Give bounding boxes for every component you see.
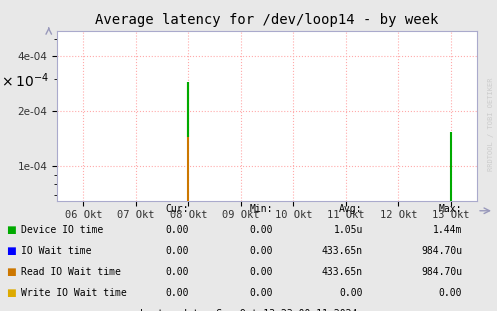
Text: RRDTOOL / TOBI OETIKER: RRDTOOL / TOBI OETIKER (488, 78, 494, 171)
Text: 0.00: 0.00 (250, 288, 273, 298)
Text: ■: ■ (6, 225, 16, 235)
Text: 0.00: 0.00 (166, 288, 189, 298)
Text: ■: ■ (6, 288, 16, 298)
Text: ■: ■ (6, 246, 16, 256)
Text: 0.00: 0.00 (339, 288, 363, 298)
Text: 0.00: 0.00 (250, 246, 273, 256)
Text: Last update: Sun Oct 13 23:00:11 2024: Last update: Sun Oct 13 23:00:11 2024 (140, 309, 357, 311)
Text: 433.65n: 433.65n (322, 246, 363, 256)
Text: 0.00: 0.00 (250, 267, 273, 277)
Text: 984.70u: 984.70u (421, 246, 462, 256)
Text: 0.00: 0.00 (166, 225, 189, 235)
Text: 433.65n: 433.65n (322, 267, 363, 277)
Text: IO Wait time: IO Wait time (21, 246, 91, 256)
Text: Min:: Min: (250, 204, 273, 214)
Title: Average latency for /dev/loop14 - by week: Average latency for /dev/loop14 - by wee… (95, 13, 439, 27)
Text: ■: ■ (6, 267, 16, 277)
Text: 1.44m: 1.44m (433, 225, 462, 235)
Text: 1.05u: 1.05u (333, 225, 363, 235)
Text: 0.00: 0.00 (439, 288, 462, 298)
Text: Max:: Max: (439, 204, 462, 214)
Text: 0.00: 0.00 (166, 267, 189, 277)
Text: Device IO time: Device IO time (21, 225, 103, 235)
Text: Cur:: Cur: (166, 204, 189, 214)
Text: 0.00: 0.00 (166, 246, 189, 256)
Text: 0.00: 0.00 (250, 225, 273, 235)
Text: 984.70u: 984.70u (421, 267, 462, 277)
Text: Write IO Wait time: Write IO Wait time (21, 288, 127, 298)
Text: Read IO Wait time: Read IO Wait time (21, 267, 121, 277)
Text: Avg:: Avg: (339, 204, 363, 214)
